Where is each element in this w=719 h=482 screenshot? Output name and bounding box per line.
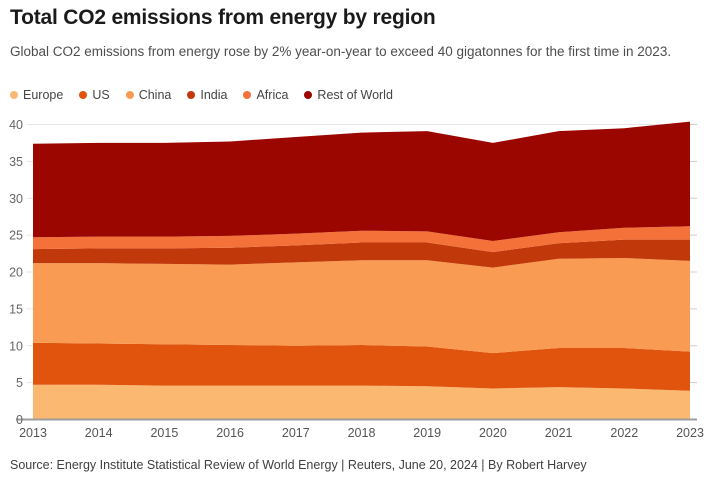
legend-color-dot bbox=[304, 91, 313, 99]
legend-color-dot bbox=[10, 91, 18, 99]
legend-label: India bbox=[200, 88, 228, 102]
x-axis-label-2018: 2018 bbox=[348, 426, 376, 440]
area-europe bbox=[33, 384, 690, 420]
y-axis-label-40: 40 bbox=[9, 118, 23, 132]
legend-item-europe: Europe bbox=[10, 88, 63, 102]
legend-label: Europe bbox=[23, 88, 64, 102]
x-axis-label-2013: 2013 bbox=[19, 426, 47, 440]
x-axis-label-2015: 2015 bbox=[150, 426, 178, 440]
legend-label: China bbox=[138, 88, 172, 102]
chart-legend: Europe US China India Africa Rest of World bbox=[10, 88, 393, 102]
legend-color-dot bbox=[187, 91, 196, 99]
y-axis-label-25: 25 bbox=[9, 229, 23, 243]
y-axis-label-0: 0 bbox=[16, 413, 23, 427]
legend-item-india: India bbox=[187, 88, 227, 102]
y-axis-label-15: 15 bbox=[9, 302, 23, 316]
x-axis-label-2014: 2014 bbox=[85, 426, 113, 440]
x-axis-label-2016: 2016 bbox=[216, 426, 244, 440]
legend-color-dot bbox=[125, 91, 134, 99]
x-axis-label-2017: 2017 bbox=[282, 426, 310, 440]
area-africa bbox=[33, 226, 690, 253]
y-axis-label-30: 30 bbox=[9, 192, 23, 206]
legend-color-dot bbox=[79, 91, 88, 99]
source-attribution: Source: Energy Institute Statistical Rev… bbox=[10, 458, 587, 472]
legend-label: US bbox=[92, 88, 110, 102]
x-axis-label-2023: 2023 bbox=[676, 426, 704, 440]
y-axis-label-20: 20 bbox=[9, 266, 23, 280]
area-china bbox=[33, 258, 690, 354]
x-axis-label-2021: 2021 bbox=[545, 426, 573, 440]
x-axis-label-2022: 2022 bbox=[610, 426, 638, 440]
area-rest-of-world bbox=[33, 121, 690, 241]
chart-title: Total CO2 emissions from energy by regio… bbox=[10, 6, 436, 29]
area-india bbox=[33, 239, 690, 268]
legend-item-us: US bbox=[79, 88, 110, 102]
legend-item-china: China bbox=[125, 88, 172, 102]
x-axis-label-2020: 2020 bbox=[479, 426, 507, 440]
legend-color-dot bbox=[243, 91, 252, 99]
legend-item-africa: Africa bbox=[243, 88, 288, 102]
legend-item-rest-of-world: Rest of World bbox=[304, 88, 393, 102]
area-us bbox=[33, 342, 690, 391]
y-axis-label-35: 35 bbox=[9, 155, 23, 169]
y-axis-label-10: 10 bbox=[9, 339, 23, 353]
y-axis-label-5: 5 bbox=[16, 376, 23, 390]
legend-label: Africa bbox=[256, 88, 289, 102]
x-axis-label-2019: 2019 bbox=[413, 426, 441, 440]
legend-label: Rest of World bbox=[317, 88, 393, 102]
chart-subtitle: Global CO2 emissions from energy rose by… bbox=[10, 44, 672, 59]
